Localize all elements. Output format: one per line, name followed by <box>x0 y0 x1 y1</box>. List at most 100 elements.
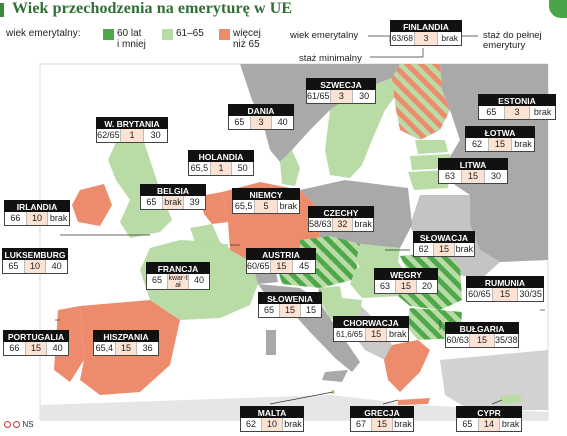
country-values: 63 15 30 <box>438 170 508 184</box>
title-accent <box>0 3 4 17</box>
country-box-cyprus: CYPR 65 14 brak <box>456 406 522 432</box>
country-values: 62 15 brak <box>413 243 475 257</box>
country-name: WĘGRY <box>374 268 438 280</box>
country-name: BUŁGARIA <box>445 322 519 334</box>
value-age: 60/65 <box>468 289 491 299</box>
country-name: CZECHY <box>308 206 374 218</box>
country-values: 65 3 40 <box>228 116 294 130</box>
value-full: brak <box>386 328 408 341</box>
legend-item-over-65: więcej niż 65 <box>233 28 261 50</box>
value-age: 65 <box>462 419 473 429</box>
value-age: 65,5 <box>234 201 253 211</box>
legend-item-60: 60 lat i mniej <box>117 28 146 50</box>
turkey-region <box>440 350 548 410</box>
country-box-portugal: PORTUGALIA 66 15 40 <box>3 330 69 356</box>
value-full: 40 <box>46 342 68 355</box>
value-age: 65,5 <box>190 163 209 173</box>
value-age: 61,6/65 <box>336 330 363 339</box>
value-min: 1 <box>119 129 144 142</box>
country-name: HISZPANIA <box>93 330 159 342</box>
value-age: 66 <box>9 343 20 353</box>
greece-region <box>384 340 430 392</box>
country-values: 62 15 brak <box>465 138 535 152</box>
country-box-latvia: ŁOTWA 62 15 brak <box>465 126 535 152</box>
country-box-romania: RUMUNIA 60/65 15 30/35 <box>466 276 544 302</box>
crete-region <box>398 398 430 405</box>
value-min: 15 <box>433 243 454 256</box>
country-box-slovenia: SŁOWENIA 65 15 15 <box>258 292 322 318</box>
value-min: 15 <box>24 342 47 355</box>
country-name: CYPR <box>456 406 522 418</box>
value-min: 32 <box>331 218 353 231</box>
value-full: 40 <box>271 116 293 129</box>
legend-item-60-line1: 60 lat <box>117 28 142 39</box>
value-age: 63/68 <box>391 33 413 43</box>
country-box-uk: W. BRYTANIA 62/65 1 30 <box>96 117 168 143</box>
legend-item-over-65-line2: niż 65 <box>233 39 260 50</box>
value-min: 15 <box>114 342 137 355</box>
value-age: 65 <box>486 107 497 117</box>
country-box-greece: GRECJA 67 15 brak <box>350 406 414 432</box>
country-values: 65 14 brak <box>456 418 522 432</box>
country-name: SZWECJA <box>306 78 376 90</box>
value-age: 62 <box>245 419 256 429</box>
value-full: 30 <box>352 90 375 103</box>
value-min: 10 <box>261 418 282 431</box>
country-name: DANIA <box>228 104 294 116</box>
value-min: brak <box>161 196 184 209</box>
country-box-austria: AUSTRIA 60/65 15 45 <box>246 248 316 274</box>
value-full: brak <box>352 218 373 231</box>
value-min: 14 <box>477 418 500 431</box>
country-box-estonia: ESTONIA 65 3 brak <box>478 94 556 120</box>
legend-swatch-green-light <box>162 29 173 40</box>
country-values: 66 10 brak <box>4 212 70 226</box>
value-age: 65 <box>234 117 245 127</box>
legend-item-60-line2: i mniej <box>117 39 146 50</box>
sicily-region <box>322 370 348 382</box>
estonia-region <box>415 140 448 154</box>
country-values: 65,5 1 50 <box>188 162 254 176</box>
country-name: AUSTRIA <box>246 248 316 260</box>
value-full: 30 <box>484 170 507 183</box>
legend-item-61-65-line1: 61–65 <box>176 28 204 39</box>
country-box-czechia: CZECHY 58/63 32 brak <box>308 206 374 232</box>
country-box-finland: FINLANDIA 63/68 3 brak <box>390 20 462 46</box>
key-contrib-label-2: emerytury <box>483 40 526 51</box>
value-full: brak <box>47 212 69 225</box>
value-min: kwar-tał <box>167 274 188 289</box>
value-full: 45 <box>292 260 315 273</box>
value-full: 20 <box>416 280 437 293</box>
key-min-label: staż minimalny <box>299 53 362 64</box>
title-bar: Wiek przechodzenia na emeryturę w UE <box>0 0 567 24</box>
value-min: 15 <box>461 170 484 183</box>
leader-lines <box>55 234 545 405</box>
country-box-spain: HISZPANIA 65,4 15 36 <box>93 330 159 356</box>
value-full: 35/38 <box>493 334 518 347</box>
country-values: 60/65 15 30/35 <box>466 288 544 302</box>
country-box-sweden: SZWECJA 61/65 3 30 <box>306 78 376 104</box>
legend-item-over-65-line1: więcej <box>233 28 261 39</box>
country-box-lithuania: LITWA 63 15 30 <box>438 158 508 184</box>
country-box-luxembourg: LUKSEMBURG 65 10 40 <box>2 248 68 274</box>
value-min: 10 <box>23 260 46 273</box>
value-full: brak <box>437 32 462 45</box>
country-values: 65 brak 39 <box>140 196 206 210</box>
value-min: 15 <box>488 138 511 151</box>
country-values: 67 15 brak <box>350 418 414 432</box>
country-name: W. BRYTANIA <box>96 117 168 129</box>
country-box-croatia: CHORWACJA 61,6/65 15 brak <box>333 316 409 342</box>
value-age: 66 <box>10 213 21 223</box>
country-box-netherlands: HOLANDIA 65,5 1 50 <box>188 150 254 176</box>
country-name: FRANCJA <box>146 262 210 274</box>
country-values: 65 3 brak <box>478 106 556 120</box>
country-name: FINLANDIA <box>390 20 462 32</box>
country-values: 63/68 3 brak <box>390 32 462 46</box>
country-name: ŁOTWA <box>465 126 535 138</box>
country-box-belgium: BELGIA 65 brak 39 <box>140 184 206 210</box>
value-age: 60/63 <box>446 335 469 345</box>
country-box-germany: NIEMCY 65,5 5 brak <box>232 188 300 214</box>
value-age: 65 <box>146 197 157 207</box>
value-full: brak <box>282 418 303 431</box>
value-min: 1 <box>209 162 232 175</box>
